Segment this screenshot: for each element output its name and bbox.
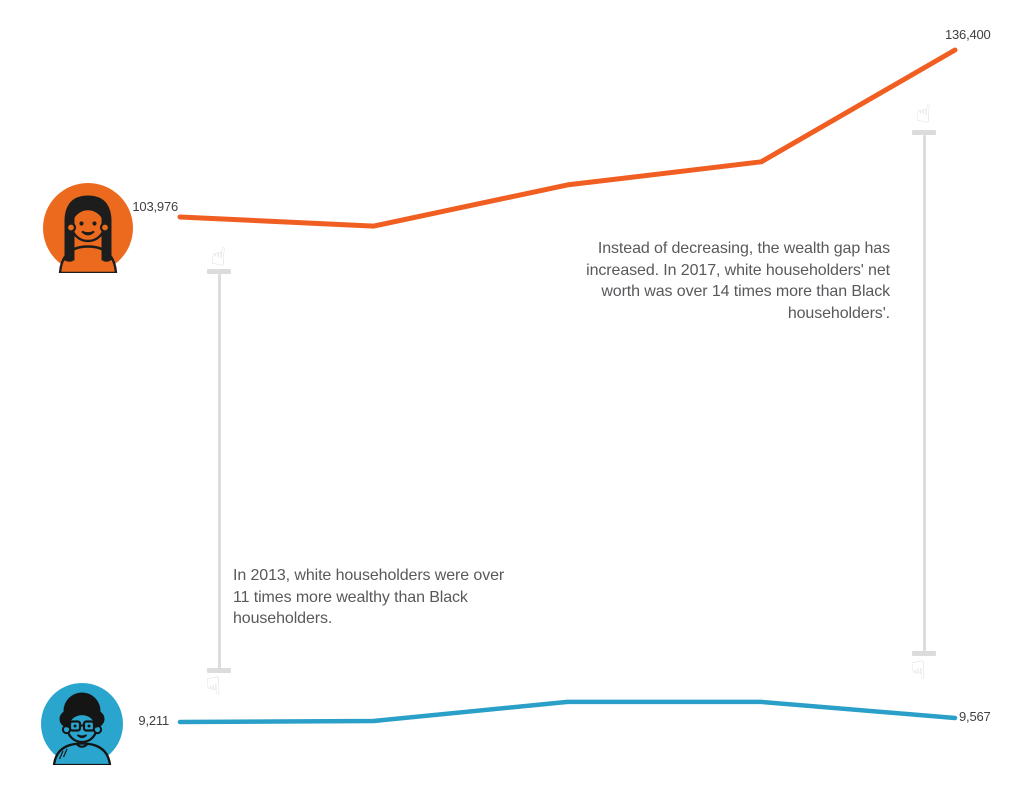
bracket-cap-top [912, 130, 936, 135]
white-start-value-label: 103,976 [132, 199, 178, 214]
annotation-line: worth was over 14 times more than Black [601, 283, 890, 300]
gap-indicator-2017: ☝ ☟ [909, 98, 937, 691]
woman-avatar-icon [43, 183, 133, 273]
gap-line [217, 274, 221, 668]
annotation-line: Instead of decreasing, the wealth gap ha… [597, 240, 890, 257]
gap-line [922, 135, 926, 651]
black-householder-avatar-icon [41, 683, 123, 765]
annotation-2013: In 2013, white householders were over 11… [233, 565, 504, 630]
bracket-cap-top [207, 269, 231, 274]
white-householders-line [177, 47, 958, 229]
hand-pointing-up-icon: ☝ [914, 98, 933, 129]
annotation-line: increased. In 2017, white householders' … [586, 261, 890, 279]
annotation-line: 11 times more wealthy than Black [233, 588, 468, 606]
annotation-line: householders'. [787, 304, 890, 322]
hand-pointing-down-icon: ☟ [204, 671, 223, 702]
white-householder-avatar-icon [43, 183, 133, 273]
hand-pointing-up-icon: ☝ [209, 241, 228, 272]
hand-pointing-down-icon: ☟ [909, 655, 928, 686]
black-householders-line [177, 699, 958, 725]
gap-indicator-2013: ☝ ☟ [204, 241, 232, 702]
white-end-value-label: 136,400 [945, 27, 991, 42]
black-end-value-label: 9,567 [959, 709, 991, 724]
annotation-line: In 2013, white householders were over [233, 567, 505, 584]
bracket-cap-bottom [207, 668, 231, 673]
annotation-line: householders. [233, 610, 333, 627]
black-start-value-label: 9,211 [138, 713, 169, 728]
man-afro-glasses-avatar-icon [41, 683, 123, 765]
annotation-2017: Instead of decreasing, the wealth gap ha… [586, 238, 890, 324]
bracket-cap-bottom [912, 651, 936, 656]
